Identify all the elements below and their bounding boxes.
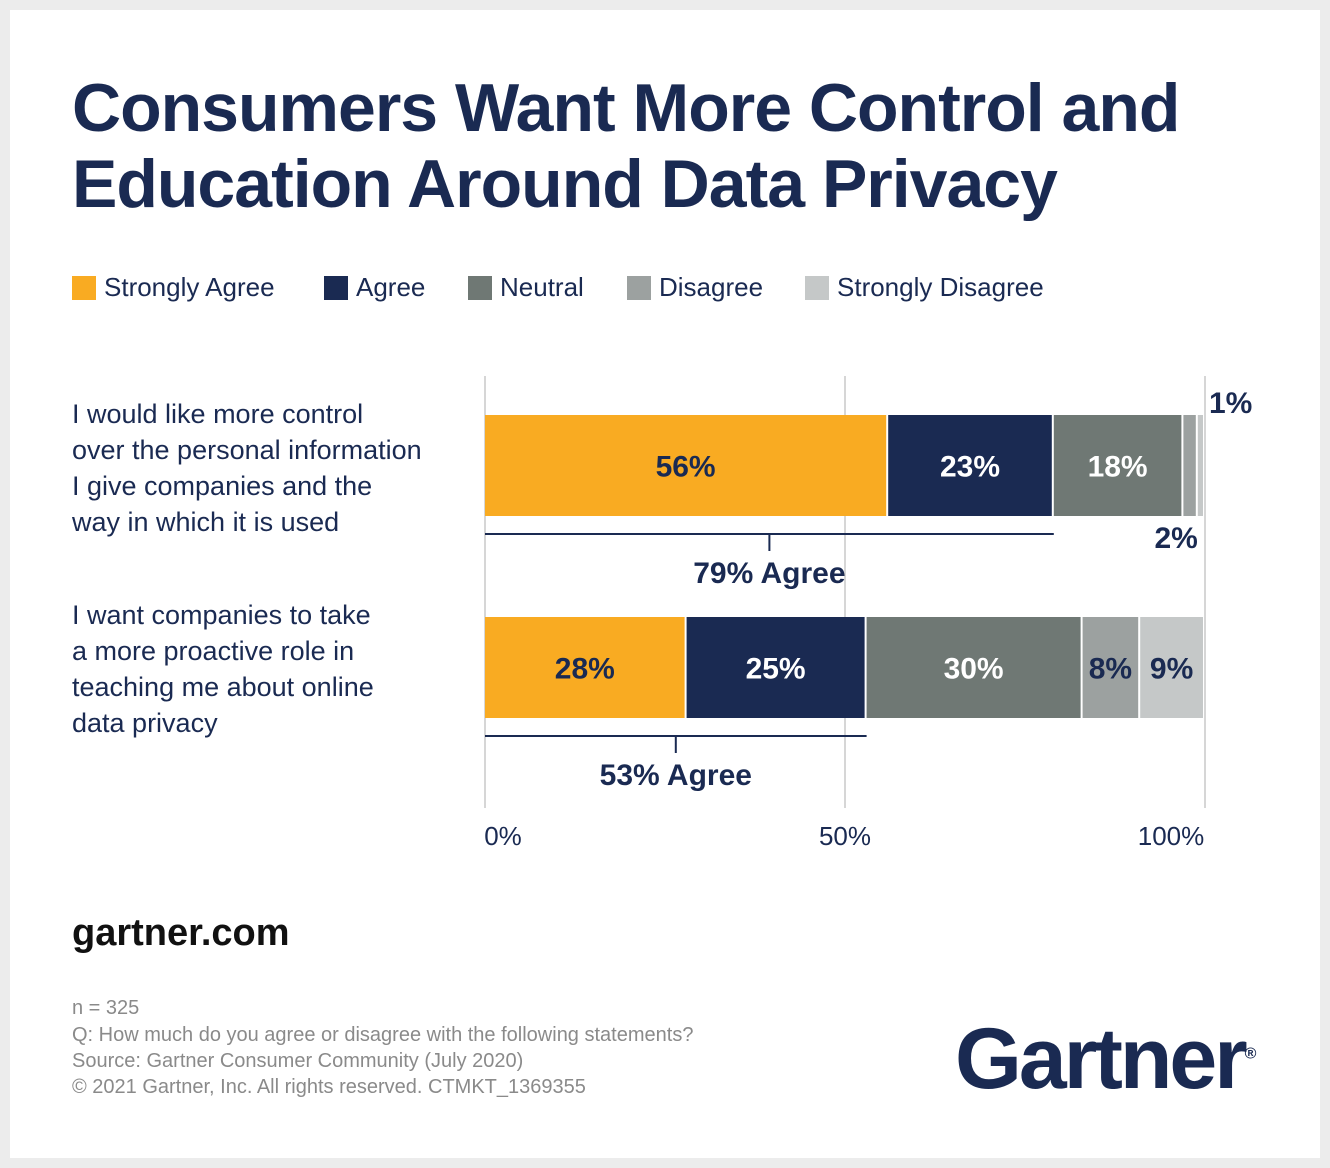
statement-2: I want companies to take a more proactiv… (72, 597, 472, 741)
legend-swatch (468, 275, 492, 300)
bar-segment (888, 415, 1052, 516)
agree-total-label: 53% Agree (600, 759, 752, 792)
statement-line: data privacy (72, 708, 218, 738)
statement-line: I would like more control (72, 399, 364, 429)
data-label: 9% (1150, 653, 1193, 686)
data-label: 25% (746, 653, 806, 686)
bar-segment (1197, 415, 1203, 516)
data-label: 18% (1088, 451, 1148, 484)
statement-line: way in which it is used (72, 507, 340, 537)
legend-swatch (324, 275, 348, 300)
legend-item-strongly-disagree: Strongly Disagree (805, 272, 1044, 303)
title-line-2: Education Around Data Privacy (72, 146, 1058, 222)
statement-line: teaching me about online (72, 672, 374, 702)
bar-segment (866, 617, 1081, 718)
data-label: 56% (656, 451, 716, 484)
title-line-1: Consumers Want More Control and (72, 70, 1180, 146)
source-note: Source: Gartner Consumer Community (July… (72, 1050, 524, 1072)
data-label: 28% (555, 653, 615, 686)
logo-text: Gartner (955, 1011, 1248, 1107)
bar-segment (686, 617, 865, 718)
bar-segment (1183, 415, 1196, 516)
legend-label: Strongly Disagree (837, 272, 1044, 302)
legend-swatch (805, 275, 829, 300)
statement-line: over the personal information (72, 435, 422, 465)
bar-segment (485, 617, 685, 718)
bar-segment (1140, 617, 1203, 718)
gartner-logo: Gartner® (955, 1011, 1257, 1107)
site-link[interactable]: gartner.com (72, 912, 290, 954)
bar-segment (1082, 617, 1139, 718)
data-label: 30% (944, 653, 1004, 686)
legend-swatch (627, 275, 651, 300)
legend-swatch (72, 275, 96, 300)
x-tick-label: 50% (819, 821, 871, 851)
legend-item-neutral: Neutral (468, 272, 584, 303)
copyright-note: © 2021 Gartner, Inc. All rights reserved… (72, 1076, 586, 1098)
legend-label: Neutral (500, 272, 584, 302)
legend-label: Agree (356, 272, 426, 302)
x-tick-label: 0% (484, 821, 522, 851)
statement-line: I want companies to take (72, 600, 371, 630)
bar-segment (485, 415, 887, 516)
bar-segment (1053, 415, 1182, 516)
statement-line: a more proactive role in (72, 636, 355, 666)
sample-size-note: n = 325 (72, 997, 140, 1019)
legend-label: Disagree (659, 272, 764, 302)
x-tick-label: 100% (1138, 821, 1205, 851)
data-label: 2% (1154, 522, 1197, 555)
statement-line: I give companies and the (72, 471, 373, 501)
agree-total-label: 79% Agree (693, 557, 845, 590)
data-label: 23% (940, 451, 1000, 484)
question-note: Q: How much do you agree or disagree wit… (72, 1024, 694, 1046)
data-label: 8% (1089, 653, 1132, 686)
infographic-card (10, 10, 1320, 1158)
legend-item-disagree: Disagree (627, 272, 763, 303)
legend-item-agree: Agree (324, 272, 425, 303)
legend-label: Strongly Agree (104, 272, 275, 302)
data-label: 1% (1209, 387, 1252, 420)
legend-item-strongly-agree: Strongly Agree (72, 272, 275, 303)
page-title: Consumers Want More Control and Educatio… (72, 70, 1180, 222)
statement-1: I would like more control over the perso… (72, 396, 472, 540)
